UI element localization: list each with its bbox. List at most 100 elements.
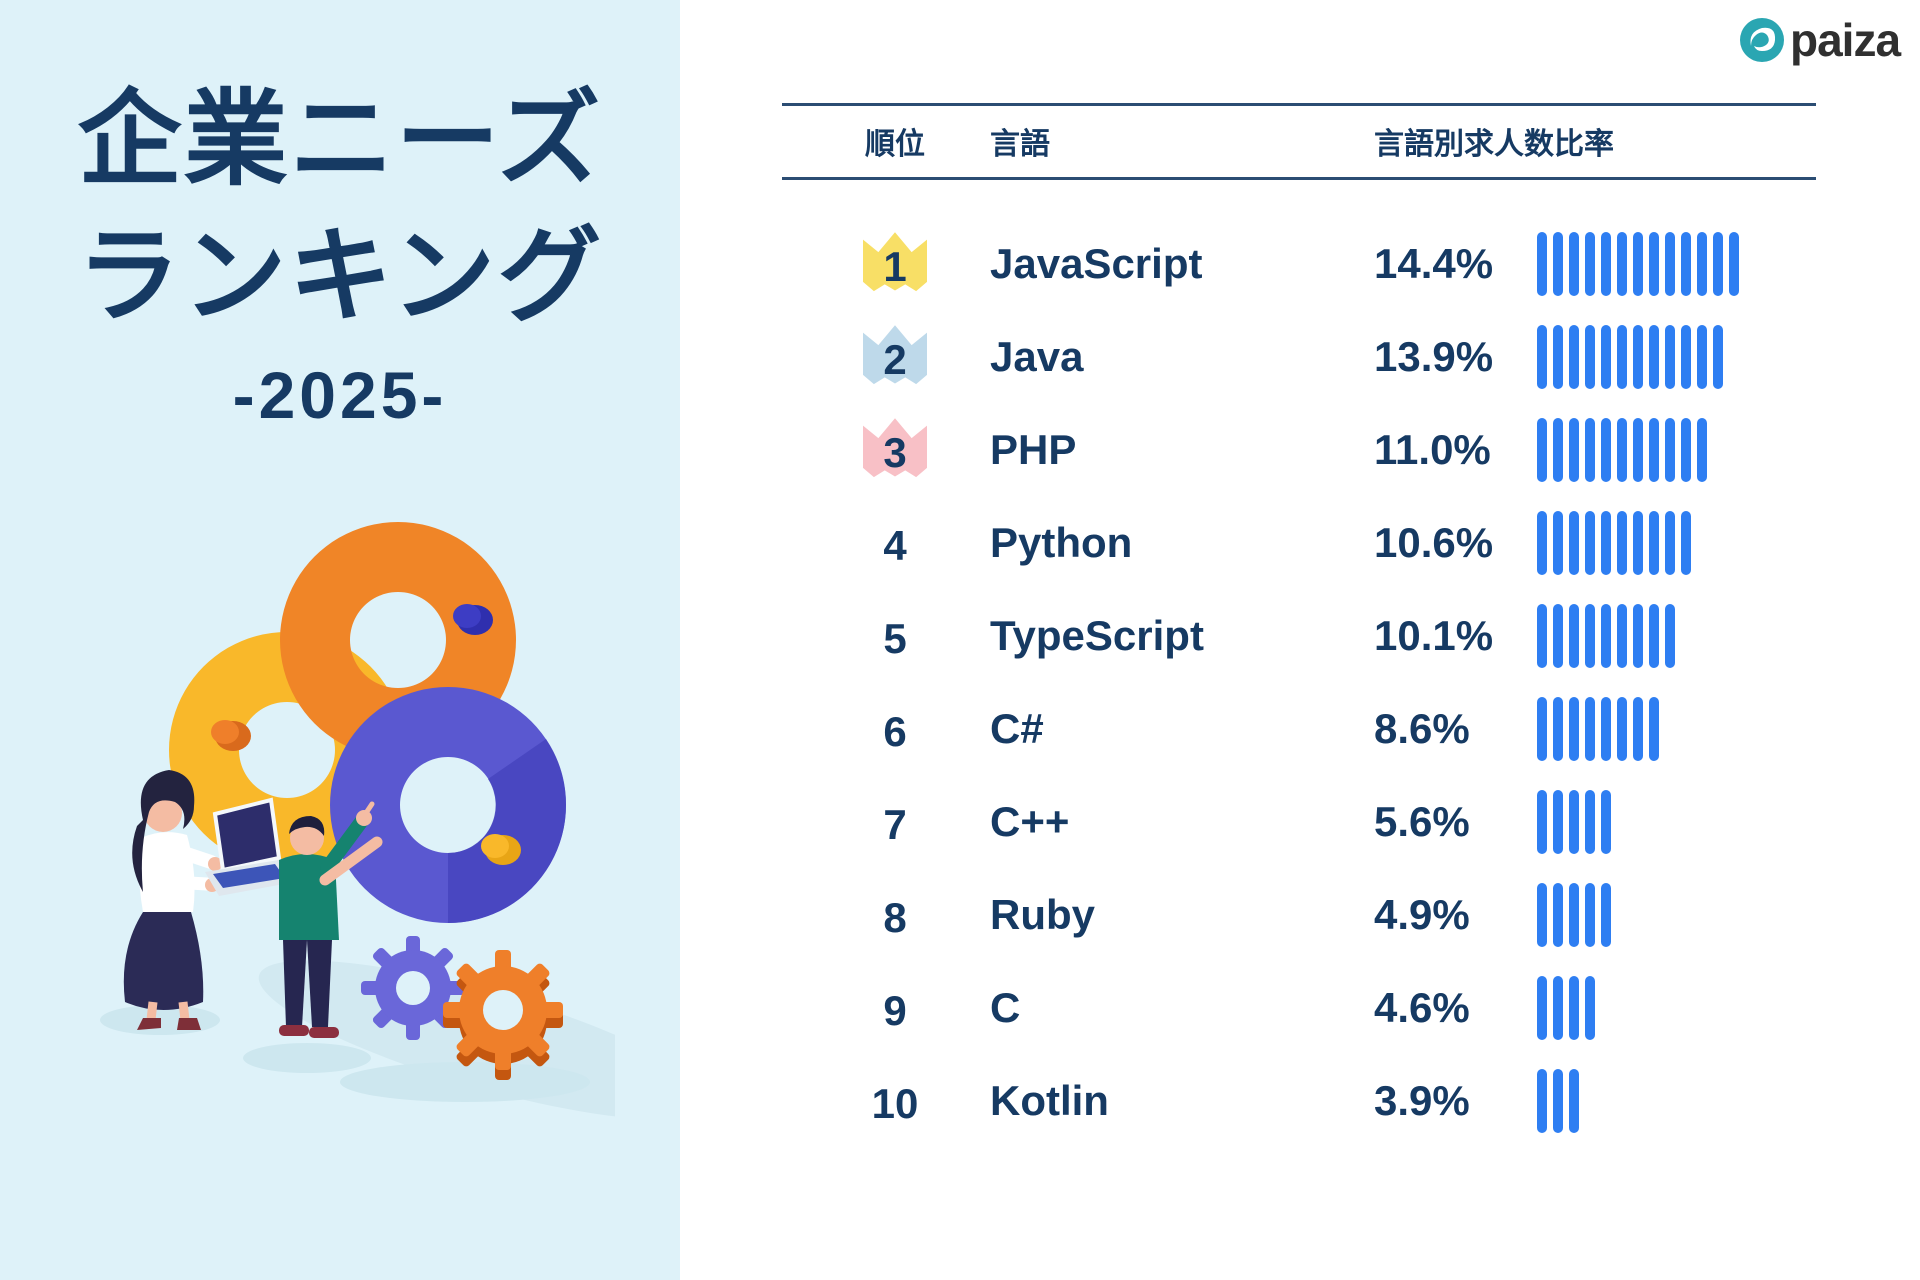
- bar-segment: [1553, 882, 1563, 947]
- bar-segment: [1617, 510, 1627, 575]
- bar-segment: [1569, 510, 1579, 575]
- bar-segment: [1649, 510, 1659, 575]
- bar-segment: [1665, 603, 1675, 668]
- stud-orange: [211, 720, 251, 751]
- bar-segment: [1697, 417, 1707, 482]
- rank-number: 10: [871, 1079, 919, 1127]
- bar-segment: [1681, 510, 1691, 575]
- table-row: 7 C++ 5.6%: [0, 775, 1920, 868]
- rank-cell: 7: [862, 775, 928, 868]
- bar-segment: [1537, 417, 1547, 482]
- ratio-value: 4.9%: [1374, 890, 1470, 938]
- table-rule-bottom: [782, 177, 1816, 180]
- ratio-value: 13.9%: [1374, 332, 1494, 380]
- bar-segment: [1585, 231, 1595, 296]
- bar-segment: [1633, 603, 1643, 668]
- ratio-bar: [1537, 217, 1739, 310]
- woman-figure: [123, 770, 295, 1030]
- bar-segment: [1537, 789, 1547, 854]
- rank-cell: 5: [862, 589, 928, 682]
- bar-segment: [1633, 231, 1643, 296]
- bar-segment: [1633, 696, 1643, 761]
- bar-segment: [1633, 417, 1643, 482]
- bar-segment: [1537, 324, 1547, 389]
- paiza-logo-text: paiza: [1790, 14, 1901, 66]
- language-name: C#: [990, 704, 1044, 752]
- bar-segment: [1569, 1068, 1579, 1133]
- ratio-bar: [1537, 682, 1659, 775]
- rank-number: 1: [883, 242, 907, 290]
- ratio-value: 5.6%: [1374, 797, 1470, 845]
- purple-ring-shade: [448, 739, 567, 923]
- bar-segment: [1649, 696, 1659, 761]
- ratio-bar: [1537, 403, 1707, 496]
- rank-cell: 3: [862, 403, 928, 496]
- bar-segment: [1553, 1068, 1563, 1133]
- bar-segment: [1585, 882, 1595, 947]
- title-year: -2025-: [232, 357, 448, 432]
- bar-segment: [1585, 789, 1595, 854]
- bar-segment: [1649, 231, 1659, 296]
- bar-segment: [1601, 231, 1611, 296]
- bar-segment: [1601, 882, 1611, 947]
- bar-segment: [1665, 417, 1675, 482]
- bar-segment: [1569, 789, 1579, 854]
- bar-segment: [1665, 510, 1675, 575]
- bar-segment: [1665, 324, 1675, 389]
- gears-shadow: [340, 1062, 590, 1102]
- bar-segment: [1585, 696, 1595, 761]
- bar-segment: [1553, 510, 1563, 575]
- language-name: Kotlin: [990, 1076, 1109, 1124]
- table-row: 8 Ruby 4.9%: [0, 868, 1920, 961]
- ratio-value: 3.9%: [1374, 1076, 1470, 1124]
- ratio-bar: [1537, 868, 1611, 961]
- bar-segment: [1537, 696, 1547, 761]
- bar-segment: [1681, 324, 1691, 389]
- rank-number: 7: [883, 800, 907, 848]
- stud-blue: [453, 604, 493, 635]
- bar-segment: [1601, 324, 1611, 389]
- bar-segment: [1569, 975, 1579, 1040]
- bar-segment: [1537, 510, 1547, 575]
- bar-segment: [1569, 603, 1579, 668]
- table-row: 5 TypeScript 10.1%: [0, 589, 1920, 682]
- rank-cell: 8: [862, 868, 928, 961]
- bar-segment: [1601, 696, 1611, 761]
- bar-segment: [1569, 324, 1579, 389]
- header-language: 言語: [990, 128, 1050, 161]
- bar-segment: [1537, 882, 1547, 947]
- bar-segment: [1553, 417, 1563, 482]
- rank-number: 6: [883, 707, 907, 755]
- table-row: 9 C 4.6%: [0, 961, 1920, 1054]
- bar-segment: [1681, 417, 1691, 482]
- bar-segment: [1585, 603, 1595, 668]
- bar-segment: [1697, 324, 1707, 389]
- language-name: C: [990, 983, 1021, 1031]
- rank-cell: 2: [862, 310, 928, 403]
- table-header: 順位 言語 言語別求人数比率: [0, 104, 1920, 178]
- page-title: 企業ニーズ ランキング -2025-: [0, 72, 680, 433]
- ratio-value: 10.6%: [1374, 518, 1494, 566]
- bar-segment: [1617, 696, 1627, 761]
- bar-segment: [1585, 975, 1595, 1040]
- table-rule-top: [782, 103, 1816, 106]
- ratio-bar: [1537, 775, 1611, 868]
- bar-segment: [1617, 417, 1627, 482]
- bar-segment: [1713, 231, 1723, 296]
- bar-segment: [1649, 324, 1659, 389]
- bar-segment: [1553, 324, 1563, 389]
- bar-segment: [1569, 696, 1579, 761]
- bar-segment: [1585, 510, 1595, 575]
- bar-segment: [1617, 231, 1627, 296]
- rank-number: 4: [883, 521, 907, 569]
- rank-cell: 4: [862, 496, 928, 589]
- bar-segment: [1697, 231, 1707, 296]
- bar-segment: [1665, 231, 1675, 296]
- rank-number: 9: [883, 986, 907, 1034]
- bar-segment: [1681, 231, 1691, 296]
- bar-segment: [1729, 231, 1739, 296]
- table-row: 10 Kotlin 3.9%: [0, 1054, 1920, 1147]
- bar-segment: [1569, 882, 1579, 947]
- title-line-2: ランキング: [76, 219, 604, 336]
- ratio-value: 4.6%: [1374, 983, 1470, 1031]
